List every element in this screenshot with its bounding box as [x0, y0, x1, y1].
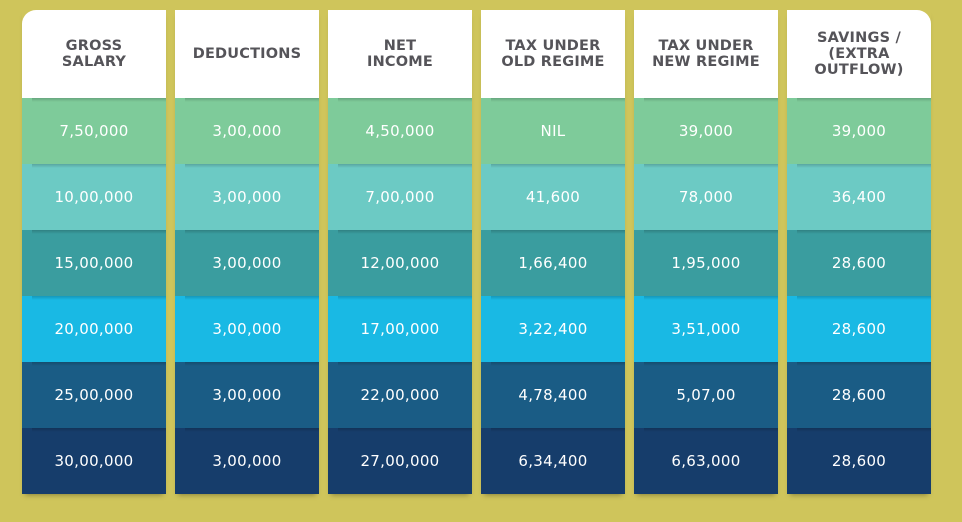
column-header-deductions: DEDUCTIONS — [175, 10, 319, 98]
table-cell-tax-new-regime: 5,07,00 — [634, 362, 778, 428]
table-cell-tax-old-regime: 4,78,400 — [481, 362, 625, 428]
table-cell-net-income: 22,00,000 — [328, 362, 472, 428]
table-cell-savings: 28,600 — [787, 296, 931, 362]
table-cell-gross-salary: 7,50,000 — [22, 98, 166, 164]
table-cell-net-income: 7,00,000 — [328, 164, 472, 230]
column-savings: SAVINGS / (EXTRA OUTFLOW) 39,000 36,400 28,… — [787, 10, 931, 494]
column-net-income: NET INCOME 4,50,000 7,00,000 12,00,000 17,00… — [328, 10, 472, 494]
column-deductions: DEDUCTIONS 3,00,000 3,00,000 3,00,000 3,00,0… — [175, 10, 319, 494]
table-cell-deductions: 3,00,000 — [175, 296, 319, 362]
table-cell-gross-salary: 20,00,000 — [22, 296, 166, 362]
column-gross-salary: GROSS SALARY 7,50,000 10,00,000 15,00,000 20… — [22, 10, 166, 494]
column-tax-new-regime: TAX UNDER NEW REGIME 39,000 78,000 1,95,000… — [634, 10, 778, 494]
table-cell-savings: 39,000 — [787, 98, 931, 164]
column-tax-old-regime: TAX UNDER OLD REGIME NIL 41,600 1,66,400 3,2… — [481, 10, 625, 494]
column-header-net-income: NET INCOME — [328, 10, 472, 98]
table-cell-net-income: 12,00,000 — [328, 230, 472, 296]
table-cell-gross-salary: 30,00,000 — [22, 428, 166, 494]
table-cell-gross-salary: 10,00,000 — [22, 164, 166, 230]
table-cell-tax-new-regime: 3,51,000 — [634, 296, 778, 362]
table-cell-tax-new-regime: 78,000 — [634, 164, 778, 230]
table-cell-gross-salary: 15,00,000 — [22, 230, 166, 296]
table-cell-tax-old-regime: 1,66,400 — [481, 230, 625, 296]
table-cell-deductions: 3,00,000 — [175, 98, 319, 164]
table-cell-tax-old-regime: 3,22,400 — [481, 296, 625, 362]
table-cell-savings: 28,600 — [787, 428, 931, 494]
table-cell-tax-old-regime: 6,34,400 — [481, 428, 625, 494]
column-header-tax-old-regime: TAX UNDER OLD REGIME — [481, 10, 625, 98]
table-cell-tax-old-regime: NIL — [481, 98, 625, 164]
column-header-tax-new-regime: TAX UNDER NEW REGIME — [634, 10, 778, 98]
column-header-savings: SAVINGS / (EXTRA OUTFLOW) — [787, 10, 931, 98]
table-cell-tax-new-regime: 39,000 — [634, 98, 778, 164]
column-header-gross-salary: GROSS SALARY — [22, 10, 166, 98]
table-cell-savings: 36,400 — [787, 164, 931, 230]
table-cell-tax-new-regime: 1,95,000 — [634, 230, 778, 296]
table-cell-savings: 28,600 — [787, 230, 931, 296]
table-cell-net-income: 17,00,000 — [328, 296, 472, 362]
table-cell-net-income: 4,50,000 — [328, 98, 472, 164]
table-cell-tax-new-regime: 6,63,000 — [634, 428, 778, 494]
table-cell-deductions: 3,00,000 — [175, 230, 319, 296]
table-cell-tax-old-regime: 41,600 — [481, 164, 625, 230]
table-cell-deductions: 3,00,000 — [175, 428, 319, 494]
table-cell-net-income: 27,00,000 — [328, 428, 472, 494]
table-cell-savings: 28,600 — [787, 362, 931, 428]
table-cell-deductions: 3,00,000 — [175, 362, 319, 428]
table-cell-gross-salary: 25,00,000 — [22, 362, 166, 428]
table-cell-deductions: 3,00,000 — [175, 164, 319, 230]
